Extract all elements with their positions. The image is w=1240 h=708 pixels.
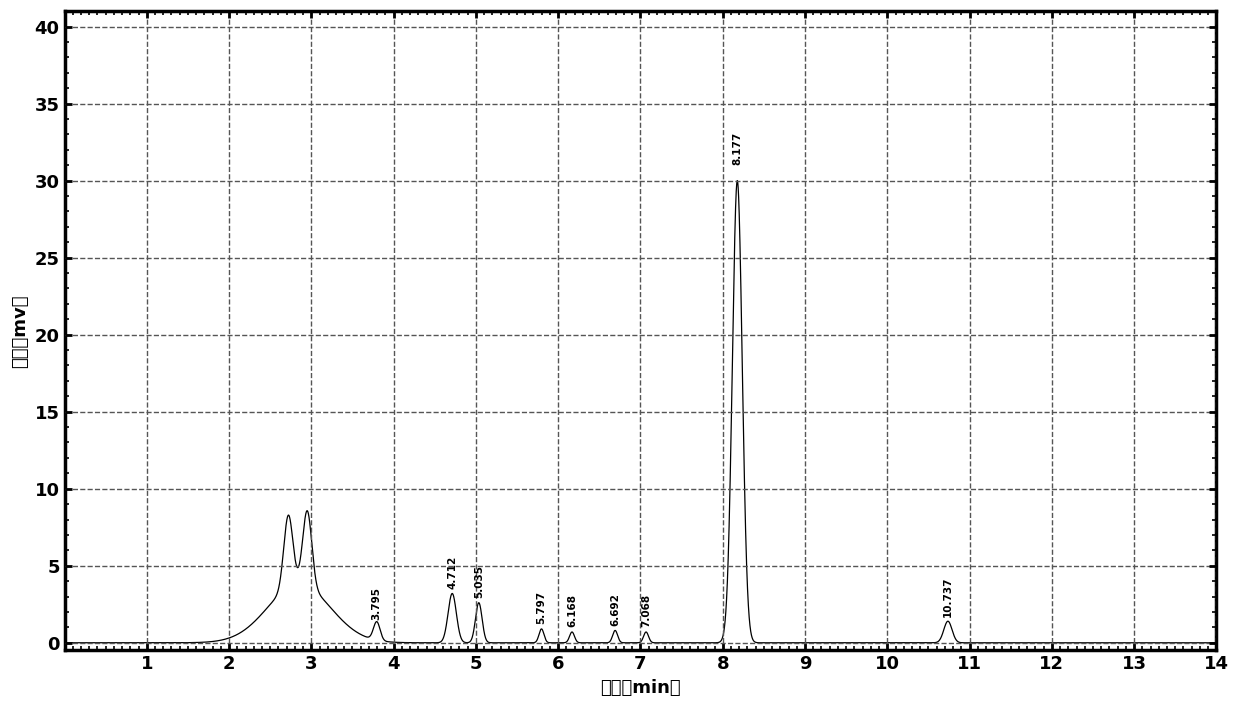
- Text: 8.177: 8.177: [733, 132, 743, 165]
- Text: 5.797: 5.797: [537, 591, 547, 624]
- Text: 6.168: 6.168: [567, 594, 577, 627]
- Text: 7.068: 7.068: [641, 594, 651, 627]
- Text: 3.795: 3.795: [372, 587, 382, 620]
- Text: 6.692: 6.692: [610, 593, 620, 626]
- Text: 5.035: 5.035: [474, 565, 484, 598]
- Y-axis label: 电压（mv）: 电压（mv）: [11, 294, 29, 367]
- Text: 10.737: 10.737: [942, 576, 952, 617]
- X-axis label: 时间（min）: 时间（min）: [600, 679, 681, 697]
- Text: 4.712: 4.712: [448, 556, 458, 589]
